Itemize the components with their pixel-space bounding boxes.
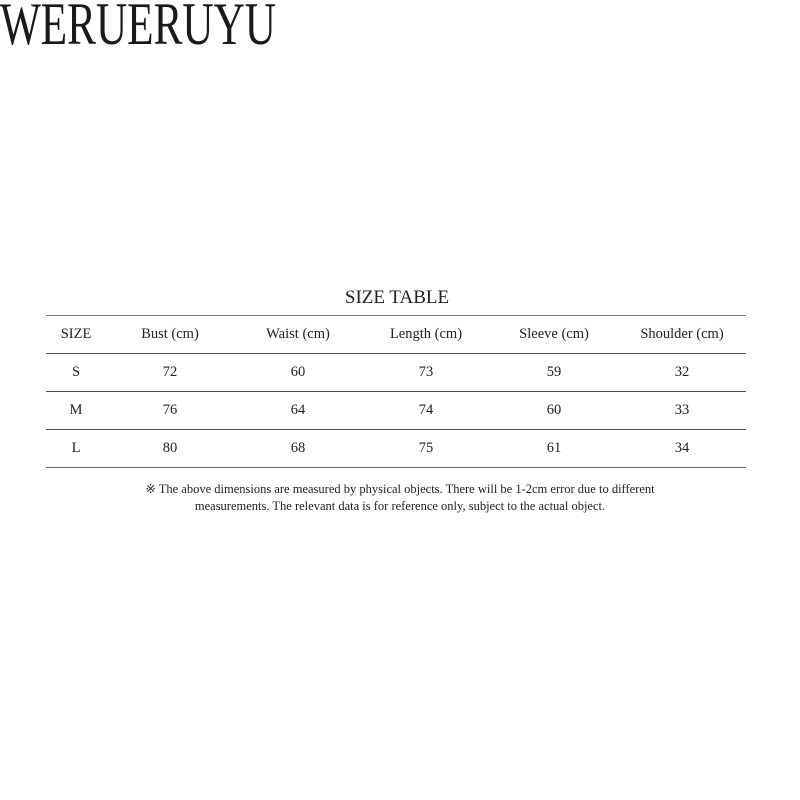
cell-waist: 64 xyxy=(290,402,306,418)
cell-bust: 76 xyxy=(162,402,178,418)
cell-bust: 72 xyxy=(162,364,178,380)
table-row: L 80 68 75 61 34 xyxy=(46,429,746,468)
cell-bust: 80 xyxy=(162,440,178,456)
cell-waist: 60 xyxy=(290,364,306,380)
header-length: Length (cm) xyxy=(389,326,463,342)
cell-shoulder: 34 xyxy=(674,440,690,456)
cell-length: 74 xyxy=(418,402,434,418)
note-line-1: ※ The above dimensions are measured by p… xyxy=(145,482,655,496)
cell-shoulder: 33 xyxy=(674,402,690,418)
header-waist: Waist (cm) xyxy=(266,326,330,342)
cell-length: 75 xyxy=(418,440,434,456)
header-size: SIZE xyxy=(60,326,92,342)
table-header-row: SIZE Bust (cm) Waist (cm) Length (cm) Sl… xyxy=(46,315,746,353)
measurement-note: ※ The above dimensions are measured by p… xyxy=(0,481,800,515)
cell-sleeve: 59 xyxy=(546,364,562,380)
cell-shoulder: 32 xyxy=(674,364,690,380)
size-table: SIZE Bust (cm) Waist (cm) Length (cm) Sl… xyxy=(46,315,746,468)
table-row: S 72 60 73 59 32 xyxy=(46,353,746,391)
header-sleeve: Sleeve (cm) xyxy=(519,326,589,342)
table-title: SIZE TABLE xyxy=(344,287,450,308)
cell-size: L xyxy=(71,440,81,456)
header-shoulder: Shoulder (cm) xyxy=(640,326,724,342)
cell-sleeve: 60 xyxy=(546,402,562,418)
cell-size: M xyxy=(69,402,83,418)
note-line-2: measurements. The relevant data is for r… xyxy=(194,499,606,513)
cell-sleeve: 61 xyxy=(546,440,562,456)
cell-waist: 68 xyxy=(290,440,306,456)
brand-logo: WERUERUYU xyxy=(0,0,276,57)
header-bust: Bust (cm) xyxy=(141,326,199,342)
table-row: M 76 64 74 60 33 xyxy=(46,391,746,429)
cell-size: S xyxy=(71,364,81,380)
cell-length: 73 xyxy=(418,364,434,380)
